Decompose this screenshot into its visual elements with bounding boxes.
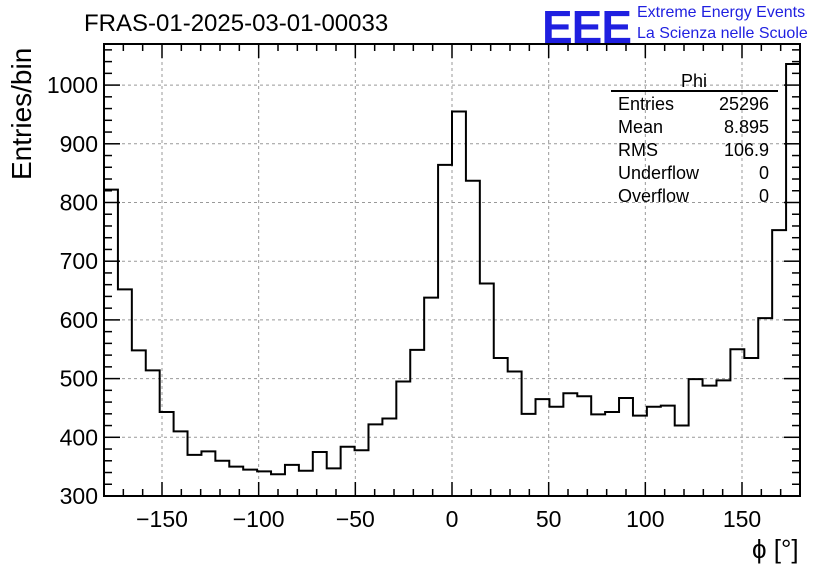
stats-box: Phi Entries 25296 Mean 8.895 RMS 106.9 U… bbox=[611, 71, 778, 206]
histogram-bin bbox=[438, 165, 452, 496]
histogram-bin bbox=[215, 461, 229, 496]
y-tick-label: 300 bbox=[60, 483, 98, 509]
axis-ticks bbox=[103, 44, 801, 497]
x-axis-label: ϕ [°] bbox=[752, 534, 799, 564]
histogram-bin bbox=[786, 64, 800, 496]
histogram-bin bbox=[355, 450, 369, 496]
histogram-bin bbox=[368, 424, 382, 496]
x-tick-label: 50 bbox=[536, 506, 562, 532]
y-tick-label: 500 bbox=[60, 366, 98, 392]
histogram-bin bbox=[703, 386, 717, 496]
stats-label-overflow: Overflow bbox=[618, 186, 690, 206]
y-tick-label: 600 bbox=[60, 307, 98, 333]
histogram-bin bbox=[313, 452, 327, 496]
histogram-bin bbox=[647, 407, 661, 496]
stats-value-entries: 25296 bbox=[719, 94, 769, 114]
stats-label-entries: Entries bbox=[618, 94, 674, 114]
stats-label-rms: RMS bbox=[618, 140, 658, 160]
histogram-bin bbox=[536, 399, 550, 496]
histogram-bin bbox=[327, 468, 341, 496]
x-tick-label: −50 bbox=[336, 506, 375, 532]
histogram-bin bbox=[563, 393, 577, 496]
histogram-bin bbox=[522, 414, 536, 496]
eee-logo: EEE bbox=[542, 1, 632, 53]
chart-title: FRAS-01-2025-03-01-00033 bbox=[84, 10, 389, 37]
histogram-bin bbox=[661, 406, 675, 496]
x-tick-labels: −150 −100 −50 0 50 100 150 bbox=[136, 506, 761, 532]
x-tick-label: 100 bbox=[626, 506, 664, 532]
histogram-bin bbox=[201, 451, 215, 496]
histogram-bin bbox=[758, 318, 772, 496]
histogram-bin bbox=[591, 414, 605, 496]
histogram-bin bbox=[577, 396, 591, 496]
x-tick-label: 150 bbox=[723, 506, 761, 532]
logo-line-2: La Scienza nelle Scuole bbox=[637, 25, 808, 42]
y-tick-label: 1000 bbox=[47, 72, 98, 98]
stats-value-overflow: 0 bbox=[759, 186, 769, 206]
stats-label-mean: Mean bbox=[618, 117, 663, 137]
x-tick-label: −100 bbox=[233, 506, 285, 532]
histogram-bin bbox=[716, 380, 730, 496]
histogram-bin bbox=[619, 398, 633, 496]
histogram-bin bbox=[146, 370, 160, 496]
histogram-bin bbox=[174, 431, 188, 496]
x-tick-label: −150 bbox=[136, 506, 188, 532]
logo-line-1: Extreme Energy Events bbox=[637, 4, 806, 21]
y-tick-label: 900 bbox=[60, 131, 98, 157]
y-tick-label: 700 bbox=[60, 248, 98, 274]
histogram-bin bbox=[549, 407, 563, 496]
histogram-bin bbox=[188, 455, 202, 496]
histogram-bin bbox=[605, 412, 619, 496]
histogram-bin bbox=[410, 350, 424, 496]
stats-value-underflow: 0 bbox=[759, 163, 769, 183]
histogram-bin bbox=[396, 382, 410, 496]
histogram-bin bbox=[675, 426, 689, 496]
histogram-bin bbox=[452, 112, 466, 496]
histogram-bin bbox=[132, 350, 146, 496]
histogram-bin bbox=[466, 181, 480, 496]
stats-label-underflow: Underflow bbox=[618, 163, 700, 183]
histogram-bin bbox=[424, 298, 438, 496]
histogram-bin bbox=[480, 284, 494, 496]
y-tick-labels: 300 400 500 600 700 800 900 1000 bbox=[47, 72, 98, 509]
stats-name: Phi bbox=[681, 71, 707, 91]
y-tick-label: 400 bbox=[60, 424, 98, 450]
histogram-bin bbox=[508, 372, 522, 496]
histogram-bin bbox=[341, 447, 355, 496]
histogram-bin bbox=[243, 470, 257, 496]
histogram-bin bbox=[772, 230, 786, 496]
stats-value-mean: 8.895 bbox=[724, 117, 769, 137]
y-tick-label: 800 bbox=[60, 189, 98, 215]
histogram-bin bbox=[299, 471, 313, 496]
stats-value-rms: 106.9 bbox=[724, 140, 769, 160]
histogram-bin bbox=[382, 419, 396, 496]
histogram-line bbox=[104, 62, 800, 476]
y-axis-label: Entries/bin bbox=[6, 47, 37, 180]
x-tick-label: 0 bbox=[446, 506, 459, 532]
histogram-bin bbox=[229, 467, 243, 496]
